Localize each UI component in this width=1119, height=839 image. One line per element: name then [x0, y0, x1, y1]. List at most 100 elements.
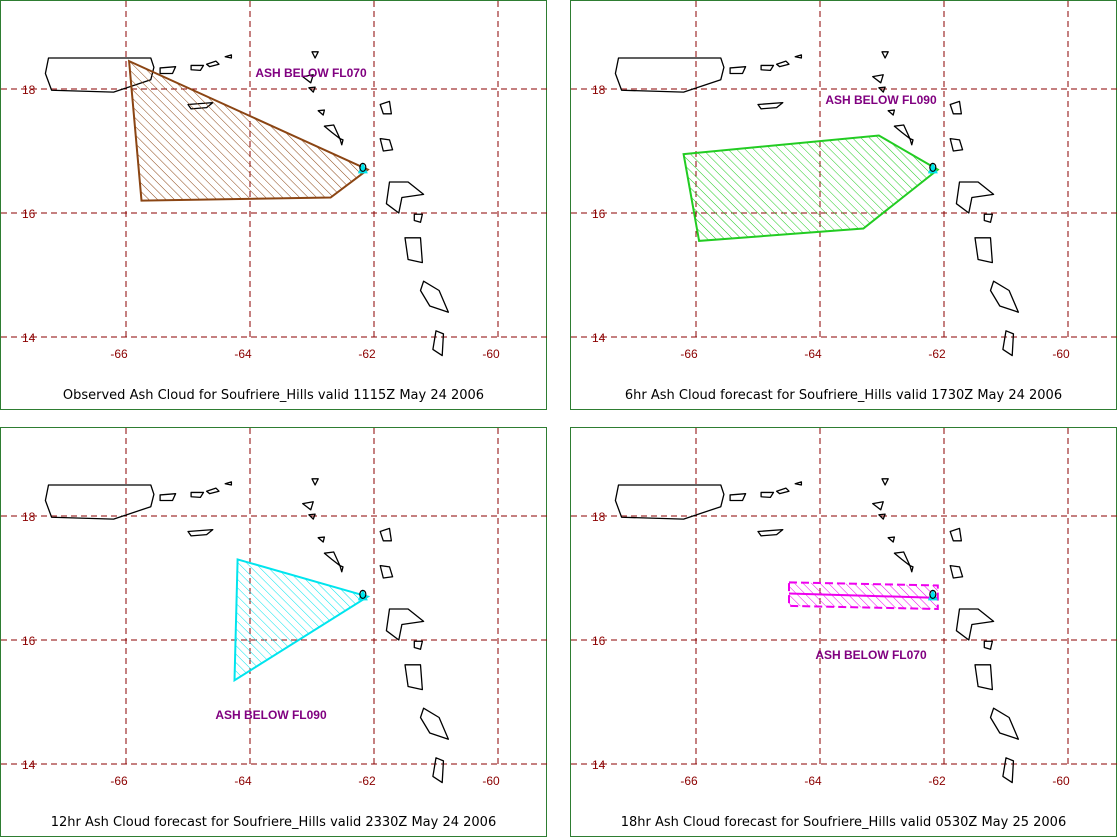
island-outline: [379, 527, 393, 542]
island-outline: [949, 100, 963, 115]
lon-tick-label: -60: [1052, 774, 1070, 788]
island-outline: [893, 551, 911, 567]
island-outline: [989, 280, 1020, 313]
map-observed: -66 -64 -62 -60 18 16 14 ASH BELOW FL070: [1, 1, 548, 361]
lat-tick-label: 14: [592, 331, 606, 345]
caption-observed: Observed Ash Cloud for Soufriere_Hills v…: [62, 388, 485, 403]
island-outline: [983, 213, 994, 223]
island-outline: [893, 124, 911, 140]
island-outline: [187, 528, 214, 537]
island-outline: [205, 487, 220, 495]
island-outline: [224, 481, 233, 486]
lon-tick-label: -62: [928, 347, 946, 361]
island-outline: [317, 536, 326, 543]
island-outline: [881, 51, 889, 59]
lon-tick-label: -66: [110, 774, 128, 788]
lat-tick-label: 14: [22, 331, 36, 345]
island-outline: [311, 478, 319, 486]
island-outline: [308, 513, 316, 520]
island-outline: [878, 86, 886, 93]
island-outline: [872, 74, 884, 84]
island-outline: [949, 137, 964, 152]
island-outline: [974, 237, 994, 264]
island-outline: [379, 137, 394, 152]
lon-tick-label: -66: [110, 347, 128, 361]
island-outline: [775, 60, 790, 68]
lat-tick-label: 16: [22, 207, 36, 221]
island-outline: [794, 481, 803, 486]
map-forecast-18hr: -66 -64 -62 -60 18 16 14 ASH BELOW FL070: [571, 428, 1118, 788]
island-outline: [983, 640, 994, 650]
island-outline: [989, 707, 1020, 740]
island-outline: [949, 527, 963, 542]
island-outline: [311, 51, 319, 59]
lat-tick-label: 16: [22, 634, 36, 648]
island-outline: [614, 484, 725, 520]
lat-tick-label: 18: [592, 83, 606, 97]
caption-forecast-18hr: 18hr Ash Cloud forecast for Soufriere_Hi…: [620, 815, 1067, 830]
map-forecast-12hr: -66 -64 -62 -60 18 16 14 ASH BELOW FL090: [1, 428, 548, 788]
lon-tick-label: -64: [804, 774, 822, 788]
panel-forecast-12hr: -66 -64 -62 -60 18 16 14 ASH BELOW FL090 12hr A…: [0, 427, 548, 837]
island-outline: [1002, 330, 1015, 357]
lon-tick-label: -62: [358, 347, 376, 361]
island-outline: [909, 137, 914, 146]
lat-tick-label: 14: [592, 758, 606, 772]
lon-tick-label: -62: [928, 774, 946, 788]
island-outline: [775, 487, 790, 495]
montserrat-island: [929, 589, 937, 599]
ash-level-label: ASH BELOW FL090: [215, 708, 327, 722]
island-outline: [760, 64, 775, 72]
lon-tick-label: -64: [804, 347, 822, 361]
ash-level-label: ASH BELOW FL090: [825, 93, 937, 107]
island-outline: [419, 280, 450, 313]
island-outline: [881, 478, 889, 486]
island-outline: [323, 551, 341, 567]
ash-level-label: ASH BELOW FL070: [255, 66, 367, 80]
island-outline: [159, 66, 177, 75]
lat-tick-label: 16: [592, 634, 606, 648]
lat-tick-label: 18: [22, 510, 36, 524]
lat-tick-label: 14: [22, 758, 36, 772]
island-outline: [205, 60, 220, 68]
lon-tick-label: -60: [482, 347, 500, 361]
lon-tick-label: -60: [1052, 347, 1070, 361]
island-outline: [432, 757, 445, 784]
island-outline: [878, 513, 886, 520]
lat-tick-label: 16: [592, 207, 606, 221]
island-outline: [385, 608, 425, 641]
island-outline: [190, 491, 205, 499]
montserrat-island: [929, 162, 937, 172]
island-outline: [379, 564, 394, 579]
island-outline: [729, 66, 747, 75]
island-outline: [44, 484, 155, 520]
ash-cloud-polygon: [127, 59, 370, 202]
island-outline: [432, 330, 445, 357]
ash-cloud-axis-line: [788, 592, 938, 599]
island-outline: [385, 181, 425, 214]
panel-forecast-6hr: -66 -64 -62 -60 18 16 14 ASH BELOW FL090 6hr As…: [570, 0, 1118, 410]
island-outline: [404, 664, 424, 691]
lon-tick-label: -64: [234, 347, 252, 361]
caption-forecast-6hr: 6hr Ash Cloud forecast for Soufriere_Hil…: [624, 388, 1063, 403]
montserrat-island: [359, 162, 367, 172]
island-outline: [339, 137, 344, 146]
island-outline: [302, 501, 314, 511]
panel-observed: -66 -64 -62 -60 18 16 14 ASH BELOW FL070 Observ…: [0, 0, 548, 410]
island-outline: [404, 237, 424, 264]
caption-forecast-12hr: 12hr Ash Cloud forecast for Soufriere_Hi…: [50, 815, 497, 830]
lat-tick-label: 18: [592, 510, 606, 524]
island-outline: [308, 86, 316, 93]
lon-tick-label: -66: [680, 347, 698, 361]
montserrat-island: [359, 589, 367, 599]
map-forecast-6hr: -66 -64 -62 -60 18 16 14 ASH BELOW FL090: [571, 1, 1118, 361]
panel-forecast-18hr: -66 -64 -62 -60 18 16 14 ASH BELOW FL070 18hr A…: [570, 427, 1118, 837]
island-outline: [955, 181, 995, 214]
island-outline: [872, 501, 884, 511]
island-outline: [614, 57, 725, 93]
lon-tick-label: -66: [680, 774, 698, 788]
island-outline: [887, 536, 896, 543]
lon-tick-label: -62: [358, 774, 376, 788]
island-outline: [413, 640, 424, 650]
island-outline: [955, 608, 995, 641]
